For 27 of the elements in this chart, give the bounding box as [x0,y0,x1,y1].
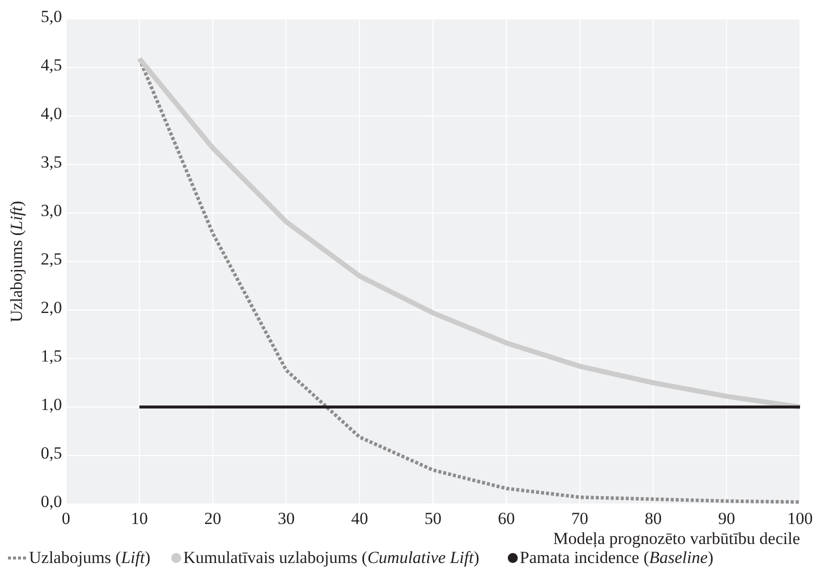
y-tick-label: 1,5 [40,346,62,366]
y-axis-title: Uzlabojums (Lift) [7,200,26,322]
y-tick-label: 1,0 [40,395,62,414]
x-tick-label: 20 [204,509,222,528]
x-tick-label: 100 [787,509,813,528]
x-tick-label: 60 [498,509,515,528]
y-tick-label: 0,5 [40,444,62,462]
x-tick-label: 40 [351,509,368,528]
legend-label: Kumulatīvais uzlabojums (Cumulative Lift) [183,548,480,567]
y-tick-label: 2,5 [40,250,62,268]
x-tick-label: 30 [278,509,295,528]
y-tick-label: 3,0 [40,201,62,220]
y-tick-label: 5,0 [40,7,62,26]
y-tick-label: 0,0 [40,492,62,511]
x-tick-label: 80 [644,509,662,528]
legend-label: Pamata incidence (Baseline) [520,548,714,567]
y-tick-label: 3,5 [40,152,62,172]
x-tick-label: 50 [424,509,442,528]
y-tick-label: 2,0 [40,298,62,317]
x-tick-label: 0 [62,509,70,528]
x-tick-label: 70 [571,509,588,528]
y-tick-label: 4,0 [40,104,62,123]
x-axis-title: Modeļa prognozēto varbūtību decile [553,529,800,548]
x-tick-label: 10 [130,509,148,528]
y-tick-label: 4,5 [40,56,62,74]
x-tick-label: 90 [718,509,736,528]
legend-label: Uzlabojums (Lift) [29,548,150,567]
